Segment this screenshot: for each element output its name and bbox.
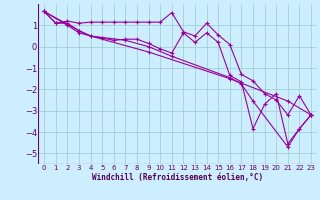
X-axis label: Windchill (Refroidissement éolien,°C): Windchill (Refroidissement éolien,°C) xyxy=(92,173,263,182)
